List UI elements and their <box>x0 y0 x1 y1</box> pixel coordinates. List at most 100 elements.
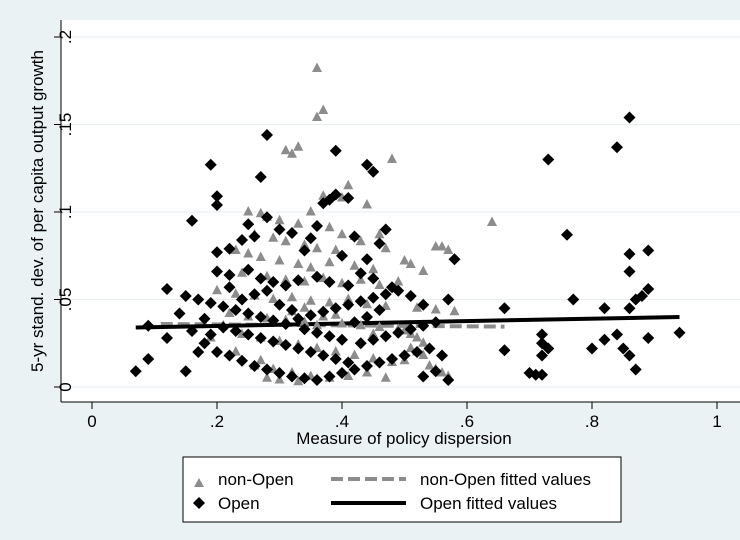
open-point <box>642 283 655 295</box>
open-point <box>286 304 298 316</box>
open-point <box>611 141 623 154</box>
non-open-point <box>430 304 441 314</box>
non-open-point <box>318 272 329 282</box>
non-open-point <box>368 353 379 363</box>
open-point <box>361 253 373 266</box>
non-open-point <box>380 242 391 253</box>
open-point <box>229 304 242 316</box>
non-open-point <box>243 206 254 216</box>
open-point <box>279 318 292 330</box>
open-point <box>304 309 317 322</box>
open-point <box>211 246 223 259</box>
non-open-point <box>268 232 279 242</box>
open-point <box>529 368 542 381</box>
y-ticks: 0 .05 .1 .15 .2 <box>54 30 75 392</box>
open-point <box>373 356 386 369</box>
non-open-point <box>424 360 435 370</box>
open-point <box>248 230 261 243</box>
non-open-point <box>280 274 291 284</box>
non-open-point <box>255 207 266 218</box>
open-point <box>198 312 211 325</box>
x-ticks: 0 .2 .4 .6 .8 1 <box>87 402 722 431</box>
non-open-point <box>255 251 266 261</box>
open-point <box>292 274 305 287</box>
open-point <box>336 249 348 262</box>
open-point <box>536 349 548 362</box>
open-point <box>161 283 173 295</box>
open-point <box>392 326 405 339</box>
non-open-point <box>305 295 316 305</box>
open-point <box>498 344 511 357</box>
open-point <box>317 305 330 318</box>
open-point <box>261 211 273 224</box>
non-open-point <box>255 354 266 365</box>
non-open-point <box>487 216 497 226</box>
legend-label-open: Open <box>218 494 260 513</box>
non-open-point <box>312 111 322 121</box>
non-open-point <box>312 62 322 72</box>
open-point <box>417 298 430 311</box>
open-point <box>379 288 392 301</box>
open-point <box>254 272 267 285</box>
open-point <box>323 276 336 288</box>
open-point <box>367 272 380 285</box>
open-point <box>373 237 386 250</box>
open-point <box>254 171 267 183</box>
non-open-point <box>449 305 460 316</box>
plot-area <box>61 20 740 402</box>
open-point <box>236 234 248 246</box>
open-point <box>242 263 255 276</box>
open-point <box>254 311 267 323</box>
open-point <box>379 223 392 236</box>
non-open-point <box>405 342 416 352</box>
non-open-point <box>437 367 447 377</box>
open-point <box>598 302 611 315</box>
open-point <box>392 284 405 297</box>
open-point <box>411 346 423 358</box>
open-point <box>586 342 598 355</box>
open-point <box>186 325 198 337</box>
open-point <box>317 349 330 362</box>
open-point <box>142 353 155 365</box>
open-point <box>204 158 217 171</box>
open-point <box>629 363 642 376</box>
open-point <box>348 230 361 243</box>
open-point <box>304 232 317 245</box>
open-point <box>273 223 286 236</box>
non-open-point <box>393 276 404 286</box>
open-point <box>267 314 280 327</box>
open-point <box>298 372 311 385</box>
open-point <box>373 304 386 316</box>
non-open-point <box>324 297 335 307</box>
non-open-point <box>324 256 335 267</box>
open-point <box>236 354 248 367</box>
open-point <box>623 248 636 260</box>
open-point <box>442 293 455 306</box>
x-tick-label: .6 <box>460 412 474 431</box>
non-open-point <box>224 307 235 317</box>
non-open-point <box>412 332 422 342</box>
non-open-point <box>268 293 279 303</box>
open-point <box>442 374 455 386</box>
open-point <box>298 323 311 336</box>
legend-label-non-open-fit: non-Open fitted values <box>420 470 591 489</box>
open-point <box>304 346 317 358</box>
open-point <box>273 367 286 379</box>
non-open-point <box>380 300 391 310</box>
open-point <box>198 337 211 350</box>
non-open-point <box>230 346 241 356</box>
open-point <box>279 279 292 292</box>
legend-label-non-open: non-Open <box>218 470 294 489</box>
non-open-point <box>443 244 454 254</box>
open-point <box>329 144 342 157</box>
open-point <box>323 330 336 343</box>
open-point <box>398 349 411 362</box>
non-open-point <box>412 302 422 312</box>
open-point <box>267 276 280 288</box>
non-open-point <box>418 349 429 359</box>
y-tick-label: .05 <box>56 288 75 312</box>
open-point <box>536 368 548 381</box>
gridlines <box>61 36 740 388</box>
open-point <box>542 153 555 166</box>
